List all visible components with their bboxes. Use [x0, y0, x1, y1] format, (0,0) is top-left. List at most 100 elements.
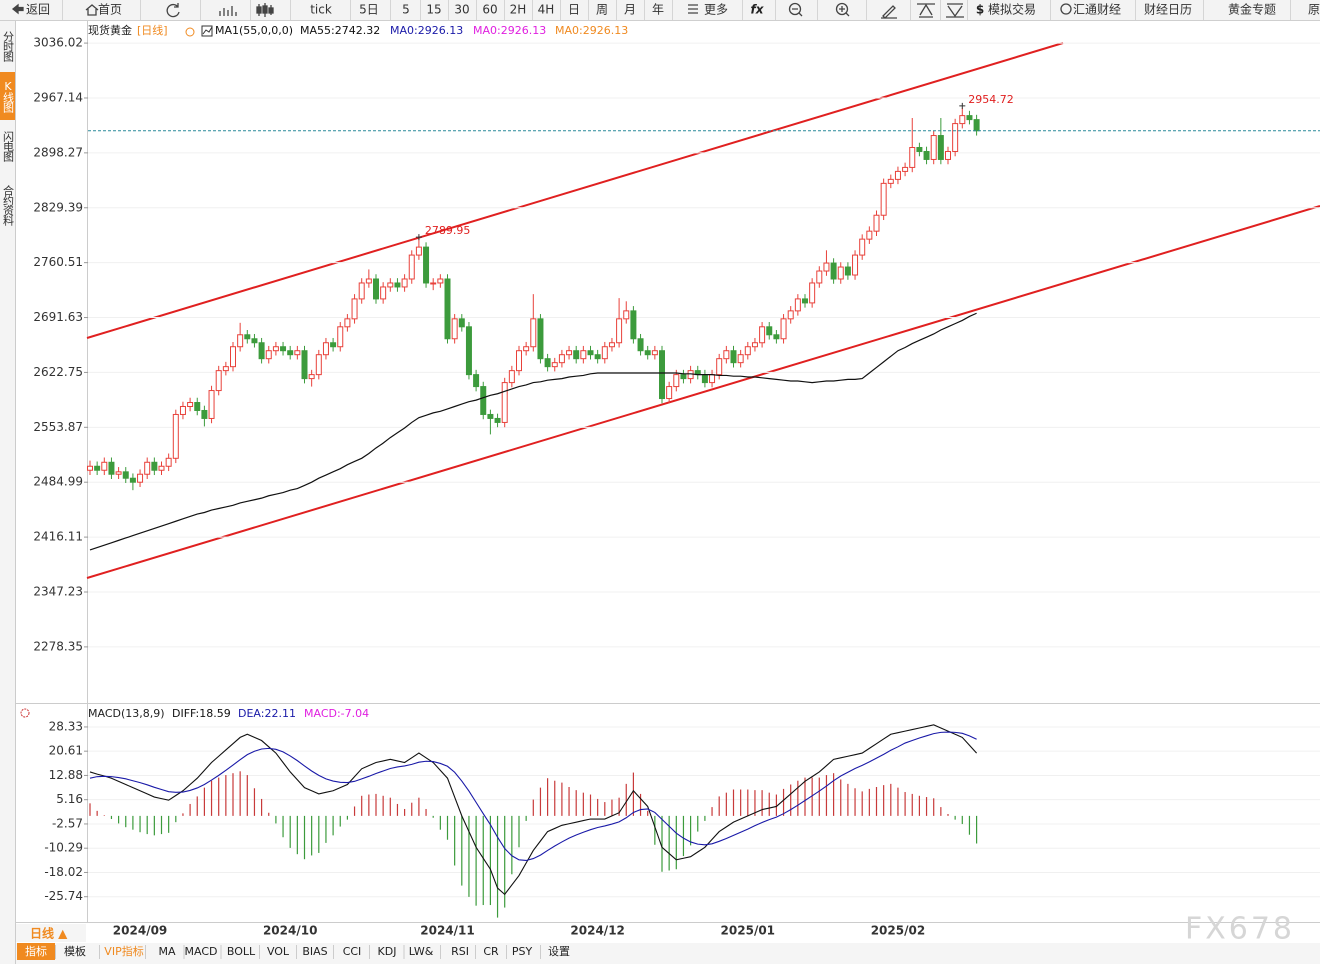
refresh-icon[interactable] [166, 3, 180, 18]
candle-body [230, 346, 236, 368]
legend-entry: MACD:-7.04 [304, 707, 369, 720]
candle-body [716, 358, 723, 376]
indicator-tab[interactable]: 模板 [64, 944, 86, 958]
toolbar-button[interactable]: 日 [568, 3, 580, 17]
toolbar-button[interactable]: 更多 [704, 3, 728, 17]
indicator-tab[interactable]: VIP指标 [104, 944, 143, 958]
toolbar-button[interactable]: 首页 [98, 3, 122, 17]
candle-body [330, 342, 337, 348]
back-icon[interactable] [11, 3, 24, 15]
toolbar-button[interactable]: 4H [538, 3, 555, 17]
indicator-tab[interactable]: KDJ [378, 945, 397, 958]
side-tab[interactable]: 合约资料 [2, 184, 15, 227]
indicator-tab[interactable]: MA [158, 945, 175, 958]
indicator-tab[interactable]: VOL [267, 945, 290, 958]
channel-lower [86, 205, 1320, 579]
candle-body [444, 278, 451, 340]
toolbar-button[interactable]: 周 [596, 3, 608, 17]
toolbar-button[interactable]: 年 [652, 3, 664, 17]
indicator-tab[interactable]: LW& [409, 945, 434, 958]
toolbar-separators [62, 0, 1291, 20]
y-tick-label: 2278.35 [33, 639, 83, 653]
timeframe-button[interactable]: 日线 ▲ [30, 926, 68, 941]
indicator-tab[interactable]: 设置 [548, 945, 570, 958]
line-icon[interactable] [917, 3, 935, 18]
y-tick-label: -2.57 [52, 816, 83, 830]
candle-body [208, 390, 215, 419]
more-icon[interactable] [688, 4, 698, 14]
candle-body [544, 358, 551, 368]
period-toggle[interactable] [185, 27, 195, 37]
y-tick-label: 2829.39 [33, 200, 83, 214]
indicator-tab[interactable]: MACD [185, 945, 218, 958]
candle-body [952, 123, 959, 152]
settings-icon[interactable] [20, 708, 30, 718]
x-tick-label: 2024/12 [570, 924, 624, 938]
x-tick-label: 2025/02 [871, 924, 925, 938]
active-tab-bg [0, 72, 15, 120]
candle-body [487, 413, 494, 419]
toolbar-button[interactable]: 月 [624, 3, 636, 17]
dollar-icon[interactable]: $ [976, 3, 984, 17]
candle-body [501, 382, 508, 423]
indicator-tab[interactable]: 指标 [25, 944, 47, 958]
y-tick-label: 20.61 [49, 744, 83, 758]
toolbar-button[interactable]: 60 [482, 3, 497, 17]
candle-body [880, 182, 887, 216]
candle-body [616, 318, 623, 344]
candle-body [537, 318, 544, 360]
candle-body [272, 346, 279, 352]
indicator-tab[interactable]: CR [483, 945, 499, 958]
candle-body [473, 374, 480, 388]
bottom-bar [16, 943, 1320, 964]
candle-body [659, 350, 665, 400]
huitong-icon[interactable] [1060, 3, 1072, 15]
toolbar-button[interactable]: 5 [402, 3, 410, 17]
toolbar-button[interactable]: 30 [454, 3, 469, 17]
toolbar-button[interactable]: 5日 [359, 3, 379, 17]
candle-body [894, 170, 901, 180]
side-tab[interactable]: 闪电图 [2, 130, 15, 163]
candle-body [709, 374, 716, 384]
toolbar-button[interactable]: 汇通财经 [1073, 3, 1121, 17]
candle-body [451, 318, 458, 340]
toolbar-button[interactable]: 返回 [26, 3, 50, 17]
indicator-tab[interactable]: RSI [451, 945, 469, 958]
candle-body [945, 150, 951, 160]
toolbar-button[interactable]: 原 [1308, 3, 1320, 17]
timeframe-bg [16, 924, 86, 942]
y-tick-label: 2622.75 [33, 365, 83, 379]
toolbar-button[interactable]: 模拟交易 [988, 2, 1036, 17]
candle-body [165, 457, 172, 467]
toolbar-button[interactable]: 2H [510, 3, 527, 17]
zoom-in-icon[interactable] [835, 2, 849, 16]
candle-body [780, 318, 787, 340]
legend-value: MA0:2926.13 [555, 24, 628, 37]
x-tick-label: 2025/01 [721, 924, 775, 938]
indicator-tab[interactable]: CCI [343, 945, 362, 958]
legend-icon[interactable] [201, 25, 213, 37]
y-tick-label: 3036.02 [33, 36, 83, 50]
toolbar-button[interactable]: 15 [426, 3, 441, 17]
zoom-out-icon[interactable] [788, 2, 802, 16]
pen-icon[interactable] [881, 5, 897, 19]
channel-icon[interactable] [946, 3, 964, 18]
candle-body [916, 146, 923, 152]
y-tick-label: 2691.63 [33, 310, 83, 324]
bar-icon[interactable] [219, 6, 237, 16]
indicator-tab[interactable]: PSY [512, 945, 533, 958]
candle-body [580, 350, 587, 360]
candle-body [280, 346, 287, 352]
candle-body [966, 115, 973, 121]
y-tick-label: 28.33 [49, 719, 83, 733]
side-tab[interactable]: K线图 [2, 80, 15, 114]
indicator-tab[interactable]: BIAS [302, 945, 327, 958]
indicator-tab[interactable]: BOLL [227, 945, 256, 958]
candle-body [458, 318, 465, 328]
home-icon[interactable] [85, 4, 99, 16]
toolbar-button[interactable]: 黄金专题 [1228, 2, 1276, 17]
candle-body [730, 350, 737, 364]
side-tab[interactable]: 分时图 [2, 31, 15, 63]
toolbar-button[interactable]: tick [310, 3, 332, 17]
toolbar-button[interactable]: 财经日历 [1144, 3, 1192, 17]
